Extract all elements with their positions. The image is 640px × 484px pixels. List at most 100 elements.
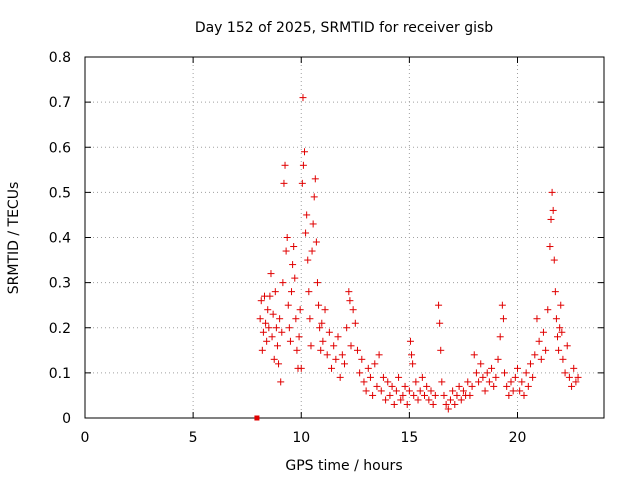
- y-tick-label: 0.7: [49, 95, 71, 111]
- chart-title: Day 152 of 2025, SRMTID for receiver gis…: [195, 20, 493, 36]
- data-point: [544, 306, 552, 314]
- data-point: [283, 234, 291, 241]
- data-point: [507, 378, 515, 386]
- data-point: [297, 364, 305, 372]
- y-tick-label: 0.4: [49, 231, 71, 247]
- data-point: [366, 373, 374, 381]
- data-point: [392, 387, 400, 395]
- data-point: [494, 355, 502, 363]
- data-point: [303, 211, 311, 219]
- data-point: [559, 355, 567, 363]
- data-point: [466, 391, 474, 399]
- data-point: [295, 333, 303, 341]
- data-point: [459, 387, 467, 395]
- data-point: [516, 387, 524, 395]
- data-point: [382, 396, 390, 404]
- data-point: [313, 279, 321, 287]
- data-point: [272, 324, 280, 332]
- data-point: [488, 364, 496, 372]
- data-point: [408, 351, 416, 359]
- data-point: [557, 301, 565, 309]
- data-point: [468, 382, 476, 390]
- data-point: [323, 351, 331, 359]
- data-point: [268, 333, 276, 341]
- data-point: [281, 161, 289, 169]
- data-point: [325, 328, 333, 336]
- data-point: [336, 373, 344, 381]
- data-point: [470, 351, 478, 359]
- data-point: [345, 288, 353, 296]
- data-point: [444, 405, 452, 413]
- data-point: [360, 378, 368, 386]
- data-point: [277, 378, 285, 386]
- data-point: [341, 360, 348, 368]
- data-point: [552, 315, 560, 323]
- data-point: [425, 396, 433, 404]
- data-point: [554, 333, 562, 341]
- data-point: [535, 337, 543, 345]
- data-point: [256, 315, 264, 323]
- data-point: [446, 396, 454, 404]
- data-point: [423, 382, 431, 390]
- data-point: [269, 310, 277, 318]
- data-point: [311, 175, 319, 183]
- data-point: [472, 369, 480, 377]
- data-point: [282, 247, 290, 255]
- data-point: [265, 324, 273, 332]
- data-point: [386, 391, 394, 399]
- data-point: [429, 400, 437, 408]
- y-tick-label: 0: [62, 411, 71, 427]
- data-point: [307, 342, 315, 350]
- data-point: [254, 415, 260, 421]
- data-point: [334, 333, 342, 341]
- data-point: [369, 391, 377, 399]
- data-point: [451, 400, 459, 408]
- data-point: [431, 391, 439, 399]
- data-point: [351, 319, 359, 327]
- data-point: [276, 315, 284, 323]
- data-point: [546, 243, 554, 251]
- data-point: [273, 342, 281, 350]
- data-point: [300, 148, 308, 156]
- data-point: [418, 373, 426, 381]
- data-point: [490, 382, 498, 390]
- data-point: [302, 229, 310, 237]
- y-tick-label: 0.2: [49, 321, 71, 337]
- data-point: [409, 360, 417, 368]
- data-point: [485, 378, 493, 386]
- data-point: [364, 364, 372, 372]
- data-point: [321, 306, 329, 314]
- data-point: [259, 328, 267, 336]
- data-point: [421, 391, 429, 399]
- data-point: [399, 391, 407, 399]
- data-point: [550, 256, 558, 264]
- data-point: [505, 391, 513, 399]
- data-point: [492, 373, 500, 381]
- data-point: [315, 301, 323, 309]
- data-point: [410, 391, 418, 399]
- data-points: [254, 94, 582, 421]
- data-point: [263, 337, 271, 345]
- data-point: [384, 378, 392, 386]
- data-point: [291, 274, 299, 282]
- data-point: [309, 220, 317, 228]
- data-point: [310, 193, 318, 201]
- data-point: [299, 161, 307, 169]
- data-point: [558, 328, 566, 336]
- data-point: [271, 288, 279, 296]
- x-tick-label: 15: [400, 430, 418, 446]
- data-point: [416, 387, 424, 395]
- y-tick-label: 0.1: [49, 366, 71, 382]
- data-point: [379, 373, 387, 381]
- data-point: [570, 364, 578, 372]
- data-point: [316, 324, 324, 332]
- data-point: [290, 243, 298, 251]
- data-point: [414, 396, 422, 404]
- data-point: [356, 369, 364, 377]
- grid: [85, 57, 604, 418]
- data-point: [267, 270, 275, 278]
- data-point: [318, 319, 326, 327]
- data-point: [548, 188, 556, 196]
- data-point: [551, 288, 559, 296]
